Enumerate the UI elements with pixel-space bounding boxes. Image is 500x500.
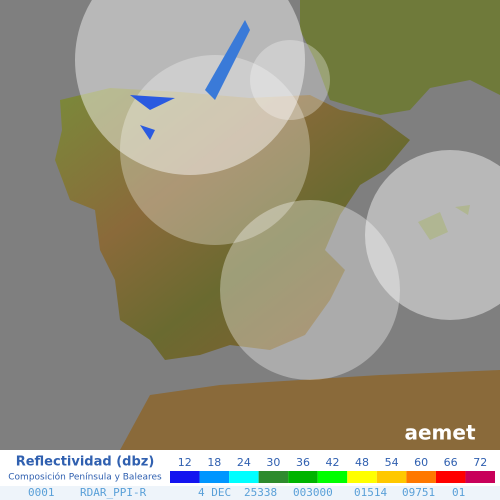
france <box>300 0 500 115</box>
legend-level-label: 18 <box>207 456 221 469</box>
legend-swatch <box>465 471 495 483</box>
footer-field: 0001 <box>28 486 55 499</box>
legend-level-label: 24 <box>237 456 251 469</box>
footer-field: 4 DEC <box>198 486 231 499</box>
legend-level-label: 12 <box>178 456 192 469</box>
color-scale: 12 18 24 30 36 42 48 54 60 66 72 <box>170 456 495 483</box>
menorca <box>455 205 470 215</box>
footer-field: 25338 <box>244 486 277 499</box>
legend-title: Reflectividad (dbz) <box>16 455 155 470</box>
footer-field: 01 <box>452 486 465 499</box>
legend-swatch <box>347 471 377 483</box>
legend-level-label: 36 <box>296 456 310 469</box>
radar-coverage <box>75 0 305 175</box>
footer-field: 09751 <box>402 486 435 499</box>
footer-field: 003000 <box>293 486 333 499</box>
footer: 0001 RDAR_PPI-R 4 DEC 25338 003000 01514 09751… <box>28 486 465 499</box>
legend-level-label: 72 <box>473 456 487 469</box>
footer-field: 01514 <box>354 486 387 499</box>
legend-swatch <box>317 471 348 483</box>
echo <box>130 95 175 140</box>
legend-swatch <box>258 471 289 483</box>
legend-swatch <box>376 471 407 483</box>
legend-level-label: 54 <box>385 456 399 469</box>
radar-coverage <box>220 200 400 380</box>
legend-level-label: 60 <box>414 456 428 469</box>
legend-swatch <box>229 471 259 483</box>
africa <box>120 370 500 450</box>
legend-swatch <box>435 471 466 483</box>
footer-field: RDAR_PPI-R <box>80 486 147 499</box>
legend-swatch <box>406 471 436 483</box>
mallorca <box>418 212 448 240</box>
legend-subtitle: Composición Península y Baleares <box>8 472 162 483</box>
iberia <box>55 88 410 360</box>
radar-coverage <box>250 40 330 120</box>
radar-coverage <box>365 150 500 320</box>
radar-coverage <box>120 55 310 245</box>
legend-swatch <box>288 471 318 483</box>
legend-level-label: 30 <box>266 456 280 469</box>
legend-level-label: 42 <box>326 456 340 469</box>
footer-bar <box>0 486 500 500</box>
legend-level-label: 48 <box>355 456 369 469</box>
legend-swatch <box>199 471 230 483</box>
echo <box>205 20 250 100</box>
logo: aemet <box>404 421 475 445</box>
legend-swatch <box>170 471 200 483</box>
legend-level-label: 66 <box>444 456 458 469</box>
